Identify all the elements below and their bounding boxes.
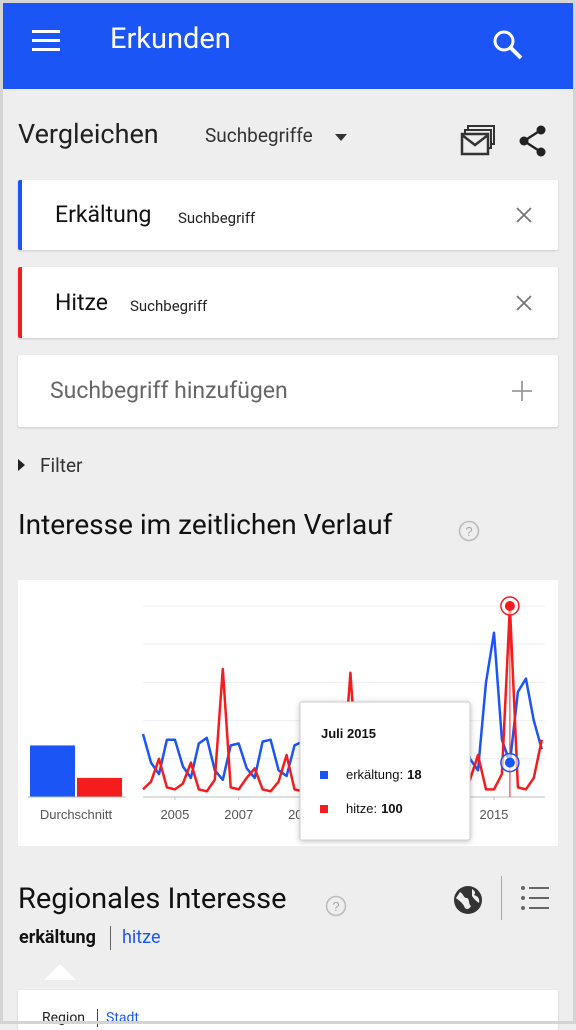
help-icon[interactable]: ? (458, 520, 482, 544)
tab-label: erkältung (19, 927, 96, 948)
chart: 200520072009201120132015DurchschnittJuli… (18, 580, 558, 846)
tooltip-value: 100 (381, 801, 403, 816)
compare-title: Vergleichen (18, 118, 159, 150)
section-title: Interesse im zeitlichen Verlauf (18, 508, 393, 541)
average-label: Durchschnitt (40, 807, 113, 822)
term-kind: Suchbegriff (178, 209, 256, 227)
tab[interactable]: hitze (122, 927, 161, 948)
tab-active[interactable]: erkältung (19, 927, 96, 948)
term-label: Hitze (55, 289, 108, 316)
average-bar (30, 745, 75, 797)
add-icon[interactable] (512, 381, 532, 401)
hover-point (504, 757, 515, 768)
email-icon[interactable] (460, 124, 498, 158)
menu-icon[interactable] (30, 28, 64, 54)
filter-toggle[interactable]: Filter (40, 454, 82, 477)
x-tick-label: 2005 (160, 807, 189, 822)
remove-icon[interactable] (516, 207, 532, 223)
svg-text:?: ? (465, 524, 472, 539)
tooltip-box (299, 701, 471, 841)
divider (501, 876, 502, 920)
term-card[interactable]: Hitze Suchbegriff (18, 267, 558, 338)
tooltip-item: hitze: 100 (346, 801, 403, 816)
tooltip-swatch (320, 771, 328, 779)
remove-icon[interactable] (516, 295, 532, 311)
tooltip-label: erkältung: (346, 767, 403, 782)
compare-dropdown[interactable]: Suchbegriffe (205, 124, 313, 147)
list-view-icon[interactable] (520, 884, 550, 914)
tooltip-value: 18 (407, 767, 421, 782)
help-icon[interactable]: ? (325, 895, 349, 919)
term-label: Erkältung (55, 201, 152, 228)
filter-arrow (18, 459, 25, 471)
app-bar: Erkunden (3, 3, 573, 89)
tooltip-label: hitze: (346, 801, 377, 816)
average-bar (77, 777, 122, 797)
tooltip-item: erkältung: 18 (346, 767, 422, 782)
tab-label: hitze (122, 927, 161, 948)
divider (110, 926, 111, 950)
tab-pointer (44, 964, 76, 980)
term-kind: Suchbegriff (130, 297, 208, 315)
add-term-card[interactable]: Suchbegriff hinzufügen (18, 355, 558, 427)
filter-label: Filter (40, 454, 83, 477)
search-icon[interactable] (491, 28, 525, 62)
region-card: Region Stadt (18, 990, 558, 1030)
dropdown-label: Suchbegriffe (205, 124, 313, 147)
tooltip-swatch (320, 805, 328, 813)
add-term-label: Suchbegriff hinzufügen (50, 377, 288, 404)
x-tick-label: 2007 (224, 807, 253, 822)
term-card[interactable]: Erkältung Suchbegriff (18, 180, 558, 250)
svg-text:?: ? (332, 899, 339, 914)
map-view-icon[interactable] (452, 884, 484, 916)
x-tick-label: 2015 (479, 807, 508, 822)
divider (97, 1009, 98, 1027)
section-title: Regionales Interesse (18, 882, 287, 916)
tooltip: Juli 2015 erkältung: 18 hitze: 100 (299, 701, 471, 841)
hover-point (504, 601, 515, 611)
tooltip-title: Juli 2015 (321, 726, 376, 741)
share-icon[interactable] (518, 125, 550, 157)
dropdown-arrow (335, 134, 347, 141)
app-title: Erkunden (110, 22, 231, 56)
